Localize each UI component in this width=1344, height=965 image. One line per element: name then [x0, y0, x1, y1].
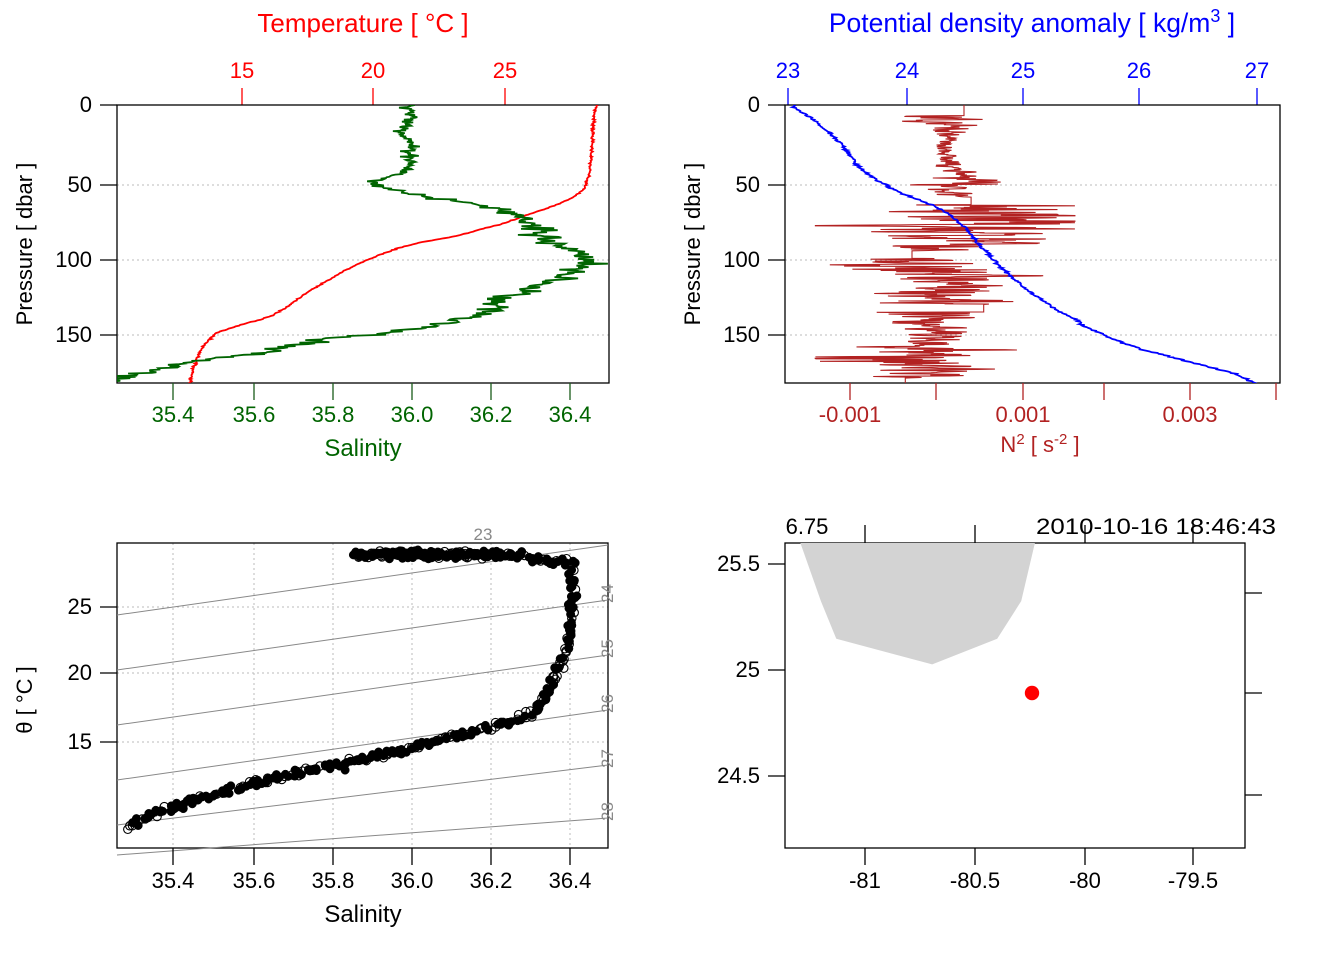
svg-text:-79.5: -79.5 [1168, 868, 1218, 893]
svg-text:35.6: 35.6 [233, 868, 276, 893]
svg-text:150: 150 [723, 322, 760, 347]
svg-text:26: 26 [598, 694, 617, 713]
svg-text:-81: -81 [849, 868, 881, 893]
svg-text:Salinity: Salinity [324, 901, 401, 928]
svg-text:0.001: 0.001 [995, 402, 1050, 427]
svg-text:35.8: 35.8 [312, 402, 355, 427]
svg-text:150: 150 [55, 322, 92, 347]
svg-text:26: 26 [1127, 58, 1151, 83]
svg-text:25: 25 [493, 58, 517, 83]
svg-text:36.4: 36.4 [549, 868, 592, 893]
svg-text:36.0: 36.0 [391, 868, 434, 893]
svg-text:25: 25 [598, 639, 617, 658]
svg-text:0.003: 0.003 [1162, 402, 1217, 427]
svg-text:23: 23 [474, 525, 493, 544]
svg-text:28: 28 [598, 802, 617, 821]
svg-text:35.6: 35.6 [233, 402, 276, 427]
svg-text:50: 50 [736, 172, 760, 197]
svg-text:36.4: 36.4 [549, 402, 592, 427]
svg-text:0: 0 [80, 92, 92, 117]
svg-text:N2 [ s-2 ]: N2 [ s-2 ] [1000, 431, 1079, 458]
svg-text:36.0: 36.0 [391, 402, 434, 427]
svg-text:6.75: 6.75 [786, 514, 829, 539]
svg-text:Pressure [ dbar ]: Pressure [ dbar ] [12, 163, 37, 326]
svg-text:25: 25 [736, 657, 760, 682]
svg-text:20: 20 [68, 660, 92, 685]
svg-text:35.8: 35.8 [312, 868, 355, 893]
svg-text:20: 20 [361, 58, 385, 83]
svg-text:100: 100 [55, 247, 92, 272]
svg-text:27: 27 [1245, 58, 1269, 83]
svg-text:24: 24 [598, 584, 617, 603]
svg-text:θ [ °C ]: θ [ °C ] [12, 666, 37, 733]
svg-text:-80: -80 [1069, 868, 1101, 893]
svg-text:36.2: 36.2 [470, 402, 513, 427]
svg-text:50: 50 [68, 172, 92, 197]
svg-text:-0.001: -0.001 [819, 402, 881, 427]
svg-text:25: 25 [68, 594, 92, 619]
svg-text:15: 15 [68, 729, 92, 754]
svg-text:2010-10-16 18:46:43: 2010-10-16 18:46:43 [1036, 514, 1276, 539]
svg-text:15: 15 [230, 58, 254, 83]
svg-text:25: 25 [1011, 58, 1035, 83]
svg-text:Pressure [ dbar ]: Pressure [ dbar ] [680, 163, 705, 326]
svg-text:35.4: 35.4 [152, 402, 195, 427]
svg-text:25.5: 25.5 [717, 551, 760, 576]
svg-text:24.5: 24.5 [717, 763, 760, 788]
svg-text:24: 24 [895, 58, 919, 83]
svg-text:23: 23 [776, 58, 800, 83]
svg-text:Temperature [ °C ]: Temperature [ °C ] [257, 8, 468, 38]
svg-text:0: 0 [748, 92, 760, 117]
svg-text:Salinity: Salinity [324, 435, 401, 462]
svg-text:-80.5: -80.5 [950, 868, 1000, 893]
svg-text:Potential density anomaly [ kg: Potential density anomaly [ kg/m3 ] [829, 6, 1235, 38]
svg-text:35.4: 35.4 [152, 868, 195, 893]
svg-text:27: 27 [598, 749, 617, 768]
svg-text:36.2: 36.2 [470, 868, 513, 893]
svg-text:100: 100 [723, 247, 760, 272]
